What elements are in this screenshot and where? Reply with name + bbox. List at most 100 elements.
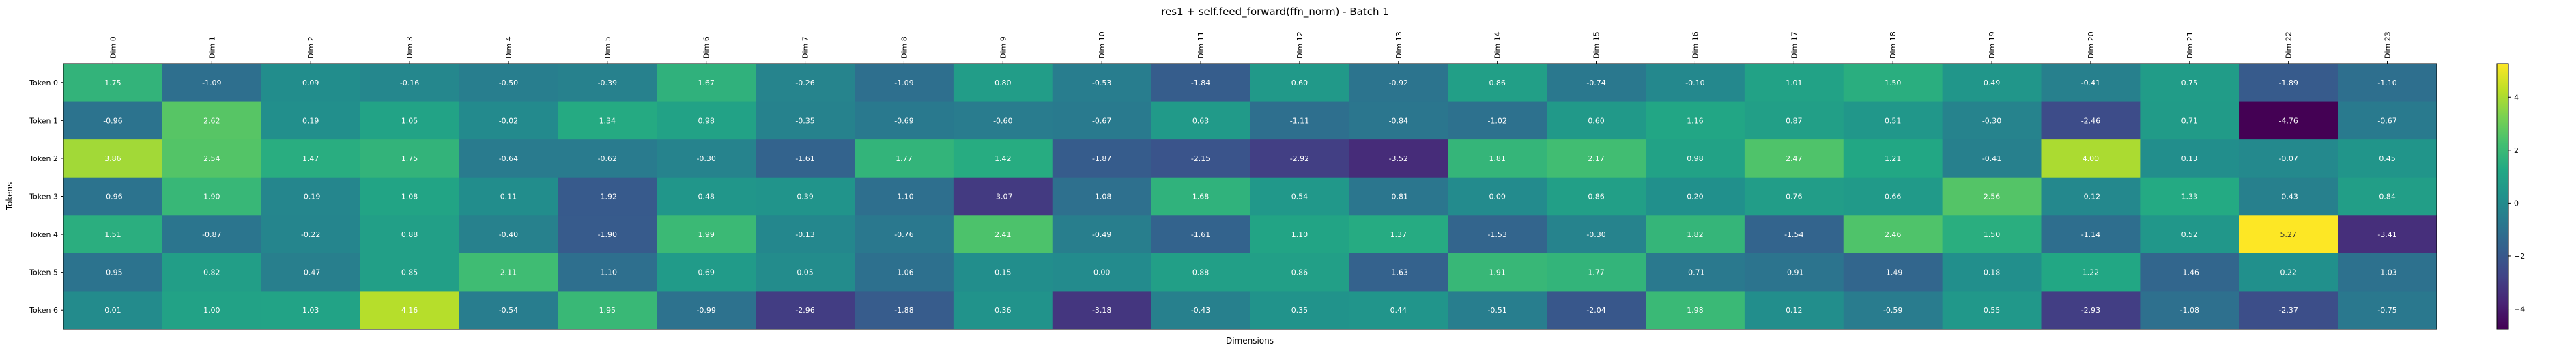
cell-value-label: 0.52 <box>2181 230 2199 239</box>
cell-value-label: 1.33 <box>2181 193 2199 201</box>
cell-value-label: -1.88 <box>894 306 913 315</box>
cell-value-label: -2.93 <box>2081 306 2100 315</box>
cell-value-label: -0.16 <box>400 79 419 87</box>
cell-value-label: -1.02 <box>1487 116 1506 125</box>
cell-value-label: 2.11 <box>500 268 517 277</box>
cell-value-label: 0.48 <box>698 193 715 201</box>
heatmap-cell <box>2041 139 2141 178</box>
x-axis: Dim 0 Dim 1 Dim 2 Dim 3 Dim 4 Dim 5 Dim 6 Dim 7… <box>109 31 2392 64</box>
cell-value-label: 1.90 <box>203 193 220 201</box>
heatmap-cell <box>1547 253 1646 292</box>
y-tick-label: Token 5 <box>29 268 58 277</box>
heatmap-cell <box>2338 177 2437 216</box>
heatmap-cell <box>1151 253 1250 292</box>
cell-value-label: 0.69 <box>698 268 715 277</box>
heatmap-cell <box>756 139 855 178</box>
colorbar-tick-label: 2 <box>2514 146 2519 155</box>
heatmap-cell <box>756 291 855 330</box>
heatmap-cell <box>2140 253 2239 292</box>
cell-value-label: 0.98 <box>1687 154 1704 163</box>
colorbar-gradient <box>2496 63 2509 330</box>
cell-value-label: -1.63 <box>1389 268 1408 277</box>
colorbar-tick-label: 0 <box>2514 199 2519 208</box>
cell-value-label: 0.60 <box>1291 79 1308 87</box>
cell-value-label: -0.02 <box>499 116 518 125</box>
cell-value-label: -2.46 <box>2081 116 2100 125</box>
cell-value-label: -1.92 <box>598 193 617 201</box>
heatmap-cell <box>63 64 163 102</box>
cell-value-label: -0.35 <box>795 116 814 125</box>
cell-value-label: 0.98 <box>698 116 715 125</box>
heatmap-cell <box>1646 253 1745 292</box>
heatmap-cell <box>657 253 756 292</box>
cell-value-label: 1.98 <box>1687 306 1704 315</box>
heatmap-cell <box>855 64 954 102</box>
cell-value-label: 1.50 <box>1885 79 1902 87</box>
cell-value-label: 1.42 <box>994 154 1012 163</box>
x-tick-label: Dim 19 <box>1988 31 1997 59</box>
heatmap-cell <box>360 177 459 216</box>
cell-value-label: 4.16 <box>401 306 418 315</box>
x-tick-label: Dim 23 <box>2384 31 2392 59</box>
heatmap-cell <box>855 253 954 292</box>
heatmap-cell <box>1547 64 1646 102</box>
cell-value-label: -1.10 <box>598 268 617 277</box>
cell-value-label: -1.49 <box>1883 268 1902 277</box>
heatmap-cell <box>360 101 459 140</box>
cell-value-label: 0.86 <box>1588 193 1605 201</box>
cell-value-label: -1.10 <box>2377 79 2396 87</box>
heatmap-cell <box>558 101 657 140</box>
cell-value-label: 0.66 <box>1885 193 1902 201</box>
cell-value-label: -0.47 <box>301 268 320 277</box>
heatmap-cell <box>657 139 756 178</box>
heatmap-cell <box>459 139 558 178</box>
cell-value-label: 1.01 <box>1786 79 1803 87</box>
heatmap-cell <box>1646 291 1745 330</box>
cell-value-label: -0.50 <box>499 79 518 87</box>
x-tick-label: Dim 16 <box>1691 31 1700 59</box>
heatmap-cell <box>953 215 1053 254</box>
heatmap-cell <box>2338 291 2437 330</box>
cell-value-label: 0.19 <box>302 116 319 125</box>
cell-value-label: -2.15 <box>1191 154 1210 163</box>
heatmap-cell <box>1151 215 1250 254</box>
heatmap-cell <box>1744 253 1844 292</box>
heatmap-cell <box>2140 177 2239 216</box>
cell-value-label: 0.86 <box>1291 268 1308 277</box>
heatmap-cell <box>1448 177 1547 216</box>
heatmap-cell <box>2140 215 2239 254</box>
cell-value-label: 0.87 <box>1786 116 1803 125</box>
colorbar-tick-label: −2 <box>2514 252 2525 261</box>
cell-value-label: 1.05 <box>401 116 418 125</box>
heatmap-cell <box>1349 64 1448 102</box>
cell-value-label: -1.53 <box>1487 230 1506 239</box>
cell-value-label: 0.00 <box>1093 268 1111 277</box>
x-tick-label: Dim 8 <box>900 36 908 59</box>
cell-value-label: -0.91 <box>1784 268 1803 277</box>
x-tick-label: Dim 6 <box>702 36 711 59</box>
y-tick-label: Token 3 <box>29 193 58 201</box>
heatmap-cell <box>261 177 361 216</box>
heatmap-cell <box>1843 64 1943 102</box>
cell-value-label: 0.45 <box>2379 154 2396 163</box>
heatmap-cell <box>657 101 756 140</box>
heatmap-cell <box>1052 177 1152 216</box>
cell-value-label: 0.05 <box>797 268 814 277</box>
heatmap-cell <box>1942 101 2042 140</box>
heatmap-cell <box>1052 64 1152 102</box>
cell-value-label: 0.35 <box>1291 306 1308 315</box>
cell-value-label: -0.81 <box>1389 193 1408 201</box>
heatmap-cell <box>1547 177 1646 216</box>
heatmap-cell <box>1942 291 2042 330</box>
heatmap-cell <box>1052 139 1152 178</box>
cell-value-label: -0.62 <box>598 154 617 163</box>
heatmap-cell <box>1448 139 1547 178</box>
heatmap-cell <box>1448 215 1547 254</box>
heatmap-cell <box>2239 139 2338 178</box>
cell-value-label: -1.14 <box>2081 230 2100 239</box>
x-axis-label: Dimensions <box>1226 336 1274 346</box>
cell-value-label: 1.91 <box>1489 268 1506 277</box>
cell-value-label: -2.96 <box>795 306 814 315</box>
cell-value-label: 0.09 <box>302 79 319 87</box>
cell-value-label: 0.49 <box>1984 79 2001 87</box>
